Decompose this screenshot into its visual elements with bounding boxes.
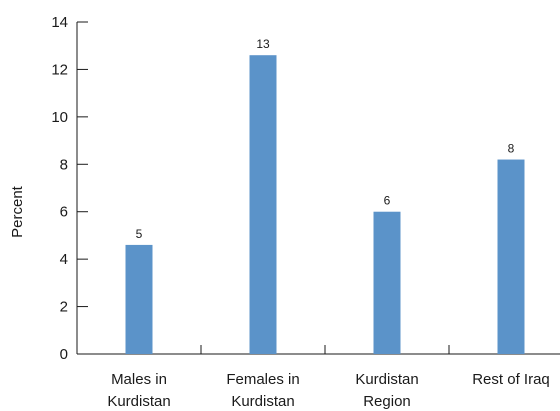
x-category-label-line: Kurdistan	[355, 371, 418, 388]
x-category-label-line: Males in	[111, 371, 167, 388]
x-category-label-line: Rest of Iraq	[472, 371, 550, 388]
value-labels: 5 13 6 8	[136, 37, 515, 241]
x-category-label-line: Females in	[226, 371, 299, 388]
x-category-label-line: Kurdistan	[231, 393, 294, 410]
y-axis: 0 2 4 6 8 10 12 14	[51, 14, 88, 363]
y-tick-label: 2	[60, 299, 68, 316]
y-tick-label: 8	[60, 156, 68, 173]
x-category-label: Kurdistan Region	[355, 371, 418, 410]
y-tick-label: 0	[60, 346, 68, 363]
bar	[497, 159, 525, 354]
bar	[373, 211, 401, 354]
value-label: 6	[384, 194, 391, 208]
bars	[125, 55, 525, 354]
bar	[249, 55, 277, 354]
x-category-label: Females in Kurdistan	[226, 371, 299, 410]
y-tick-label: 12	[51, 61, 68, 78]
value-label: 8	[508, 142, 515, 156]
value-label: 5	[136, 227, 143, 241]
x-category-label-line: Region	[363, 393, 411, 410]
y-tick-label: 14	[51, 14, 68, 31]
y-tick-label: 10	[51, 109, 68, 126]
x-category-label-line: Kurdistan	[107, 393, 170, 410]
y-tick-label: 6	[60, 204, 68, 221]
x-category-label: Rest of Iraq	[472, 371, 550, 388]
y-axis-title: Percent	[9, 185, 26, 238]
y-tick-label: 4	[60, 251, 68, 268]
x-category-label: Males in Kurdistan	[107, 371, 170, 410]
value-label: 13	[256, 37, 270, 51]
bar	[125, 244, 153, 354]
